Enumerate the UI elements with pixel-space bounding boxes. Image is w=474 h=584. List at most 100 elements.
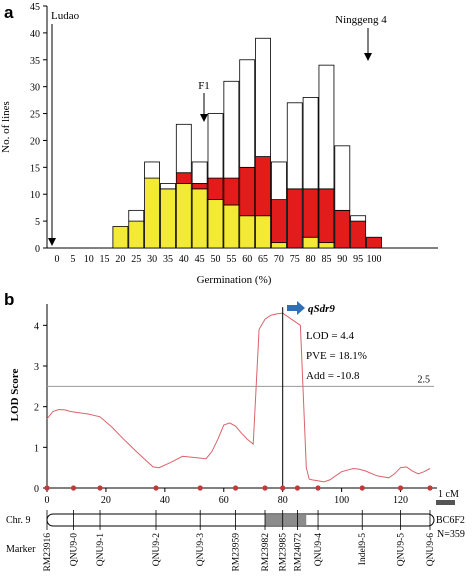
histogram-y-tick-label: 40 xyxy=(30,29,40,40)
ludao-arrowhead xyxy=(48,238,56,246)
marker-name: QNU9-1 xyxy=(96,533,106,566)
panel-b-label: b xyxy=(4,290,14,309)
lod-x-tick-label: 0 xyxy=(45,495,50,506)
marker-name: QNU9-0 xyxy=(70,533,80,566)
histogram-bar-white xyxy=(207,113,224,179)
histogram-bar-white xyxy=(144,161,161,179)
histogram-bar-red xyxy=(239,166,256,217)
histogram-x-tick-label: 85 xyxy=(321,254,331,265)
histogram-x-tick-label: 80 xyxy=(306,254,316,265)
histogram-bar-red xyxy=(255,156,271,217)
threshold-label: 2.5 xyxy=(418,374,431,385)
histogram-bar-red xyxy=(366,236,382,249)
histogram-y-tick-label: 5 xyxy=(35,217,40,228)
qtl-name: qSdr9 xyxy=(308,303,335,315)
panel-a-label: a xyxy=(4,3,14,22)
histogram-bar-yellow xyxy=(112,226,129,249)
lod-x-tick-label: 60 xyxy=(219,495,229,506)
lod-x-tick-label: 120 xyxy=(393,495,408,506)
marker-position-dot xyxy=(70,485,77,491)
histogram-bar-yellow xyxy=(128,220,145,249)
histogram-bar-white xyxy=(223,80,240,179)
f1-annotation: F1 xyxy=(198,80,210,92)
histogram-x-tick-label: 0 xyxy=(55,254,60,265)
ninggeng-arrowhead xyxy=(364,53,372,61)
histogram-y-tick-label: 45 xyxy=(30,2,40,13)
histogram-x-tick-label: 45 xyxy=(195,254,205,265)
marker-name: QNU9-5 xyxy=(397,533,407,566)
marker-name: Indel9-5 xyxy=(358,533,368,565)
histogram-x-tick-label: 90 xyxy=(337,254,347,265)
marker-position-dot xyxy=(197,485,203,491)
histogram-bar-red xyxy=(286,188,303,249)
qtl-arrow-icon xyxy=(287,301,305,315)
histogram-bar-white xyxy=(191,161,208,184)
histogram-x-tick-label: 60 xyxy=(242,254,252,265)
histogram-x-tick-label: 100 xyxy=(367,254,382,265)
marker-name: RM23959 xyxy=(232,533,242,572)
marker-row-label: Marker xyxy=(6,544,36,555)
marker-name: QNU9-3 xyxy=(196,533,206,566)
marker-name: QNU9-2 xyxy=(152,533,162,566)
lod-y-label: LOD Score xyxy=(9,369,21,422)
marker-position-dot xyxy=(232,485,239,491)
marker-name: RM23982 xyxy=(261,533,271,572)
lod-y-tick-label: 4 xyxy=(34,321,39,332)
histogram-x-tick-label: 25 xyxy=(131,254,141,265)
marker-position-dot xyxy=(315,485,321,491)
histogram-bar-yellow xyxy=(160,188,176,249)
histogram-x-tick-label: 55 xyxy=(226,254,236,265)
histogram-bar-yellow xyxy=(302,236,319,249)
histogram-y-label: No. of lines xyxy=(0,101,12,153)
histogram-bar-red xyxy=(175,172,192,184)
histogram-y-tick-label: 35 xyxy=(30,56,40,67)
lod-x-tick-label: 20 xyxy=(101,495,111,506)
marker-position-dot xyxy=(97,485,103,491)
histogram-bar-white xyxy=(239,59,256,168)
pve-value-text: PVE = 18.1% xyxy=(306,350,367,362)
histogram-x-tick-label: 5 xyxy=(70,254,75,265)
scale-label: 1 cM xyxy=(438,489,459,500)
histogram-bar-red xyxy=(350,220,367,249)
histogram-bar-yellow xyxy=(207,199,224,249)
histogram-y-tick-label: 10 xyxy=(30,190,40,201)
histogram-bar-white xyxy=(128,209,145,222)
lod-x-tick-label: 40 xyxy=(160,495,170,506)
histogram-x-tick-label: 20 xyxy=(115,254,125,265)
marker-position-dot xyxy=(44,485,50,491)
histogram-bar-white xyxy=(334,145,351,211)
lod-y-tick-label: 1 xyxy=(34,443,39,454)
marker-name: QNU9-6 xyxy=(426,533,436,566)
ninggeng-annotation: Ninggeng 4 xyxy=(335,14,387,26)
marker-name: RM24072 xyxy=(293,533,303,572)
histogram-x-tick-label: 95 xyxy=(353,254,363,265)
histogram-bar-white xyxy=(350,215,367,222)
histogram-bar-yellow xyxy=(191,188,208,249)
marker-position-dot xyxy=(427,485,433,491)
scale-bar xyxy=(436,500,455,505)
marker-position-dot xyxy=(262,485,268,491)
histogram-x-tick-label: 75 xyxy=(290,254,300,265)
histogram-bar-red xyxy=(318,188,335,244)
marker-position-dot xyxy=(153,485,159,491)
lod-x-tick-label: 80 xyxy=(278,495,288,506)
histogram-y-tick-label: 20 xyxy=(30,136,40,147)
lod-y-tick-label: 3 xyxy=(34,362,39,373)
histogram-bar-white xyxy=(270,161,287,200)
histogram-bar-white xyxy=(175,123,192,174)
histogram-bar-red xyxy=(223,177,240,206)
histogram-y-tick-label: 30 xyxy=(30,83,40,94)
histogram-bar-yellow xyxy=(144,177,161,249)
histogram-bar-white xyxy=(286,102,303,190)
histogram-bar-yellow xyxy=(239,215,256,249)
lod-x-tick-label: 100 xyxy=(334,495,349,506)
histogram-y-tick-label: 25 xyxy=(30,110,40,121)
chromosome-bar xyxy=(46,513,435,527)
histogram-x-tick-label: 10 xyxy=(84,254,94,265)
marker-name: RM23985 xyxy=(279,533,289,572)
lod-curve xyxy=(46,312,431,483)
qtl-bin xyxy=(265,515,307,525)
